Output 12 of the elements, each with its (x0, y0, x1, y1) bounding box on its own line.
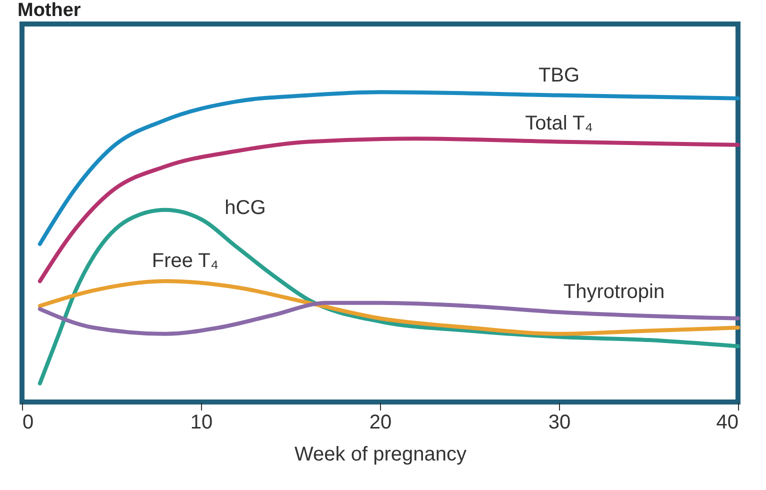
series-label: Total T₄ (525, 112, 593, 135)
series-label: hCG (224, 196, 266, 219)
series-label: TBG (538, 64, 580, 86)
x-tick-label: 30 (548, 412, 571, 434)
chart-title: Mother (18, 0, 82, 21)
x-axis-title: Week of pregnancy (294, 444, 466, 466)
x-tick-label: 0 (22, 412, 34, 434)
x-tick-label: 10 (190, 412, 213, 434)
x-tick-label: 40 (716, 412, 738, 434)
series-label: Thyrotropin (563, 281, 665, 304)
series-label: Free T₄ (152, 250, 219, 272)
x-tick-label: 20 (369, 412, 392, 434)
